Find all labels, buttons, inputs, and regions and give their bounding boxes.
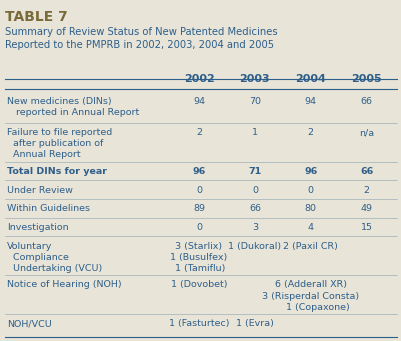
Text: 1 (Dukoral): 1 (Dukoral) bbox=[228, 241, 281, 251]
Text: 2 (Paxil CR): 2 (Paxil CR) bbox=[283, 241, 337, 251]
Text: 0: 0 bbox=[307, 186, 313, 195]
Text: Summary of Review Status of New Patented Medicines
Reported to the PMPRB in 2002: Summary of Review Status of New Patented… bbox=[5, 27, 277, 50]
Text: 2005: 2005 bbox=[350, 74, 381, 84]
Text: 3 (Starlix)
1 (Busulfex)
 1 (Tamiflu): 3 (Starlix) 1 (Busulfex) 1 (Tamiflu) bbox=[170, 241, 227, 273]
Text: 15: 15 bbox=[360, 223, 372, 232]
Text: 80: 80 bbox=[304, 204, 316, 213]
Text: 0: 0 bbox=[251, 186, 257, 195]
Text: 96: 96 bbox=[304, 167, 317, 176]
Text: 1: 1 bbox=[251, 128, 257, 137]
Text: 89: 89 bbox=[192, 204, 205, 213]
Text: n/a: n/a bbox=[358, 128, 373, 137]
Text: 2: 2 bbox=[196, 128, 201, 137]
Text: 0: 0 bbox=[196, 223, 201, 232]
Text: Under Review: Under Review bbox=[7, 186, 73, 195]
Text: Failure to file reported
  after publication of
  Annual Report: Failure to file reported after publicati… bbox=[7, 128, 112, 160]
Text: 6 (Adderall XR)
3 (Risperdal Consta)
     1 (Copaxone): 6 (Adderall XR) 3 (Risperdal Consta) 1 (… bbox=[261, 280, 358, 312]
Text: 3: 3 bbox=[251, 223, 257, 232]
Text: 66: 66 bbox=[248, 204, 260, 213]
Text: Total DINs for year: Total DINs for year bbox=[7, 167, 107, 176]
Text: 70: 70 bbox=[248, 97, 260, 106]
Text: 96: 96 bbox=[192, 167, 205, 176]
Text: TABLE 7: TABLE 7 bbox=[5, 10, 68, 24]
Text: 1 (Fasturtec): 1 (Fasturtec) bbox=[168, 319, 229, 328]
Text: 66: 66 bbox=[360, 97, 372, 106]
Text: 1 (Dovobet): 1 (Dovobet) bbox=[170, 280, 227, 290]
Text: Notice of Hearing (NOH): Notice of Hearing (NOH) bbox=[7, 280, 122, 290]
Text: 66: 66 bbox=[359, 167, 373, 176]
Text: NOH/VCU: NOH/VCU bbox=[7, 319, 52, 328]
Text: Investigation: Investigation bbox=[7, 223, 69, 232]
Text: Voluntary
  Compliance
  Undertaking (VCU): Voluntary Compliance Undertaking (VCU) bbox=[7, 241, 102, 273]
Text: 2003: 2003 bbox=[239, 74, 269, 84]
Text: 1 (Evra): 1 (Evra) bbox=[235, 319, 273, 328]
Text: 0: 0 bbox=[196, 186, 201, 195]
Text: 4: 4 bbox=[307, 223, 313, 232]
Text: 94: 94 bbox=[304, 97, 316, 106]
Text: 2: 2 bbox=[307, 128, 313, 137]
Text: 94: 94 bbox=[192, 97, 205, 106]
Text: 71: 71 bbox=[248, 167, 261, 176]
Text: New medicines (DINs)
   reported in Annual Report: New medicines (DINs) reported in Annual … bbox=[7, 97, 139, 117]
Text: 2002: 2002 bbox=[183, 74, 214, 84]
Text: Within Guidelines: Within Guidelines bbox=[7, 204, 90, 213]
Text: 49: 49 bbox=[360, 204, 372, 213]
Text: 2: 2 bbox=[363, 186, 369, 195]
Text: 2004: 2004 bbox=[295, 74, 326, 84]
